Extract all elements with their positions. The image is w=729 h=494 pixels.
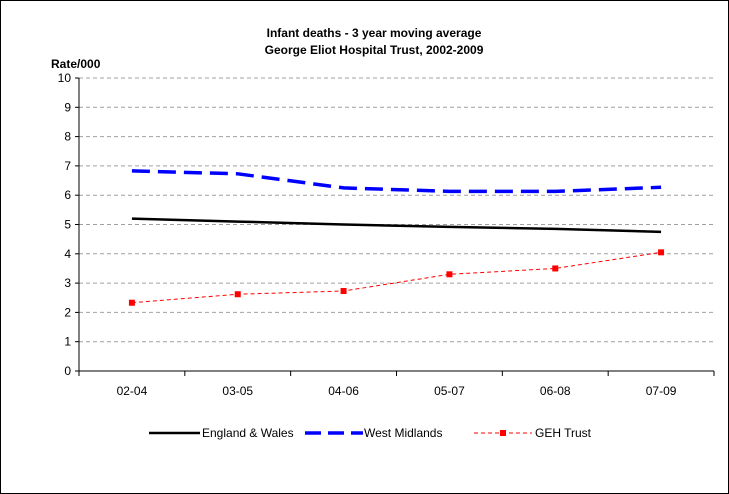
chart-title: Infant deaths - 3 year moving average	[267, 26, 482, 40]
series-line-2	[131, 251, 662, 304]
y-tick-label: 0	[64, 364, 71, 378]
legend-label-0: England & Wales	[202, 426, 294, 440]
y-tick-label: 8	[64, 130, 71, 144]
gridlines	[79, 77, 714, 343]
axes	[75, 77, 715, 376]
series-lines	[128, 169, 665, 306]
series-line-0	[131, 217, 662, 234]
legend-label-1: West Midlands	[364, 426, 442, 440]
series-point	[446, 271, 453, 278]
series-point	[552, 265, 559, 272]
y-tick-label: 2	[64, 305, 71, 319]
x-tick-labels: 02-04 03-05 04-06 05-07 06-08 07-09	[117, 384, 677, 398]
y-tick-label: 7	[64, 159, 71, 173]
y-tick-label: 5	[64, 218, 71, 232]
series-point	[128, 299, 135, 306]
x-tick-label: 04-06	[328, 384, 359, 398]
y-axis-label: Rate/000	[51, 57, 101, 71]
y-tick-label: 4	[64, 247, 71, 261]
y-tick-labels: 0 1 2 3 4 5 6 7 8 9 10	[58, 71, 72, 378]
x-tick-label: 06-08	[540, 384, 571, 398]
x-tick-label: 03-05	[222, 384, 253, 398]
x-tick-label: 05-07	[434, 384, 465, 398]
y-tick-label: 6	[64, 188, 71, 202]
series-line-1	[131, 169, 662, 194]
legend-label-2: GEH Trust	[535, 426, 592, 440]
legend: England & Wales West Midlands GEH Trust	[149, 426, 592, 440]
y-tick-label: 3	[64, 276, 71, 290]
series-point	[658, 249, 665, 256]
chart-subtitle: George Eliot Hospital Trust, 2002-2009	[265, 43, 484, 57]
legend-marker	[500, 430, 506, 436]
y-tick-label: 1	[64, 335, 71, 349]
x-tick-label: 02-04	[117, 384, 148, 398]
x-tick-label: 07-09	[646, 384, 677, 398]
y-tick-label: 10	[58, 71, 72, 85]
y-tick-label: 9	[64, 100, 71, 114]
series-point	[234, 291, 241, 298]
series-point	[340, 288, 347, 295]
